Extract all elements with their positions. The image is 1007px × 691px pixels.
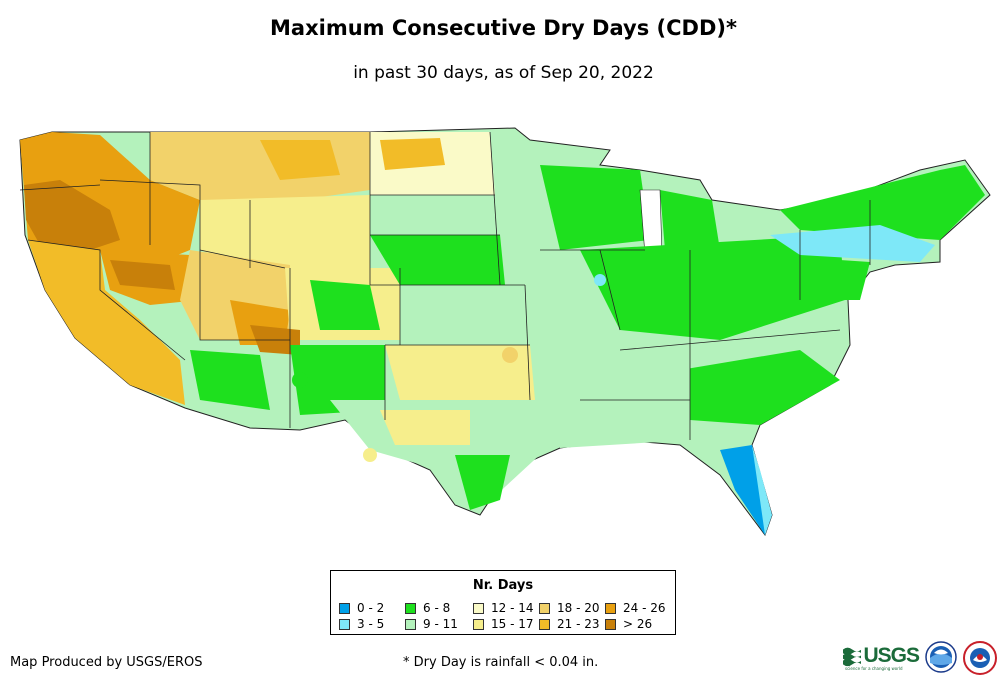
- dry-day-footnote: * Dry Day is rainfall < 0.04 in.: [403, 655, 599, 670]
- legend-swatch: [605, 602, 616, 614]
- florida-blue: [720, 445, 772, 535]
- legend-label: 9 - 11: [423, 617, 458, 631]
- legend-swatch: [473, 618, 484, 630]
- legend-item: 18 - 20: [539, 601, 600, 615]
- legend-item: 9 - 11: [405, 617, 458, 631]
- texas-yellow: [380, 410, 470, 445]
- patch-yellow-1: [502, 347, 518, 363]
- map-subtitle: in past 30 days, as of Sep 20, 2022: [353, 63, 654, 83]
- legend-item: 3 - 5: [339, 617, 384, 631]
- legend-title: Nr. Days: [472, 578, 534, 593]
- legend-label: 0 - 2: [357, 601, 385, 615]
- usgs-wave-icon: [843, 647, 862, 667]
- legend-swatch: [539, 618, 550, 630]
- legend-label: > 26: [623, 617, 653, 631]
- montana-core: [260, 140, 340, 180]
- legend-item: 6 - 8: [405, 601, 450, 615]
- legend-item: 21 - 23: [539, 617, 600, 631]
- nws-seal-icon: [963, 641, 997, 675]
- kansas-light: [400, 285, 525, 345]
- legend-item: 15 - 17: [473, 617, 534, 631]
- northeast-green: [780, 165, 985, 240]
- minnesota-wisconsin-green: [540, 165, 650, 250]
- nebraska-green: [370, 235, 505, 285]
- patch-green-2: [411, 256, 429, 274]
- legend-swatch: [605, 618, 616, 630]
- arizona-green: [190, 350, 270, 410]
- legend-label: 3 - 5: [357, 617, 385, 631]
- new-mexico-green: [290, 345, 385, 415]
- texas-coast-green: [455, 455, 510, 510]
- legend-swatch: [405, 602, 416, 614]
- usgs-tagline: science for a changing world: [845, 666, 903, 671]
- south-dakota-light: [370, 195, 500, 235]
- wyoming-dry: [200, 195, 370, 270]
- nevada-core: [110, 260, 175, 290]
- map-credit: Map Produced by USGS/EROS: [10, 655, 203, 670]
- florida-cyan: [752, 445, 772, 535]
- legend-item: 0 - 2: [339, 601, 384, 615]
- legend-item: > 26: [605, 617, 652, 631]
- legend-label: 21 - 23: [557, 617, 600, 631]
- legend-swatch: [473, 602, 484, 614]
- legend-swatch: [539, 602, 550, 614]
- legend-swatch: [339, 618, 350, 630]
- legend-item: 24 - 26: [605, 601, 666, 615]
- california-dry: [28, 240, 185, 405]
- noaa-seal-icon: [925, 641, 957, 673]
- patch-green-1: [292, 372, 308, 388]
- legend-label: 15 - 17: [491, 617, 534, 631]
- southeast-green: [680, 350, 840, 425]
- north-dakota-orange: [380, 138, 445, 170]
- pennsylvania-green: [765, 255, 870, 300]
- legend-label: 24 - 26: [623, 601, 666, 615]
- patch-yellow-2: [363, 448, 377, 462]
- patch-cyan-1: [594, 274, 606, 286]
- legend-swatch: [339, 602, 350, 614]
- deep-south-light: [530, 345, 690, 448]
- legend-label: 12 - 14: [491, 601, 534, 615]
- oregon-extreme: [24, 180, 120, 250]
- michigan-green: [660, 190, 720, 250]
- legend-box: Nr. Days 0 - 2 3 - 5 6 - 8 9 - 11 12 - 1…: [330, 570, 676, 635]
- legend-swatch: [405, 618, 416, 630]
- usgs-wordmark: USGS: [863, 644, 920, 667]
- legend-label: 18 - 20: [557, 601, 600, 615]
- usgs-logo: USGS science for a changing world: [843, 641, 920, 671]
- legend-label: 6 - 8: [423, 601, 451, 615]
- cdd-map: [19, 127, 991, 537]
- northeast-cyan: [770, 225, 935, 262]
- map-title: Maximum Consecutive Dry Days (CDD)*: [270, 16, 737, 40]
- legend-item: 12 - 14: [473, 601, 534, 615]
- state-boundaries: [19, 131, 871, 440]
- oklahoma-yellow: [385, 345, 535, 400]
- colorado-green: [310, 280, 380, 330]
